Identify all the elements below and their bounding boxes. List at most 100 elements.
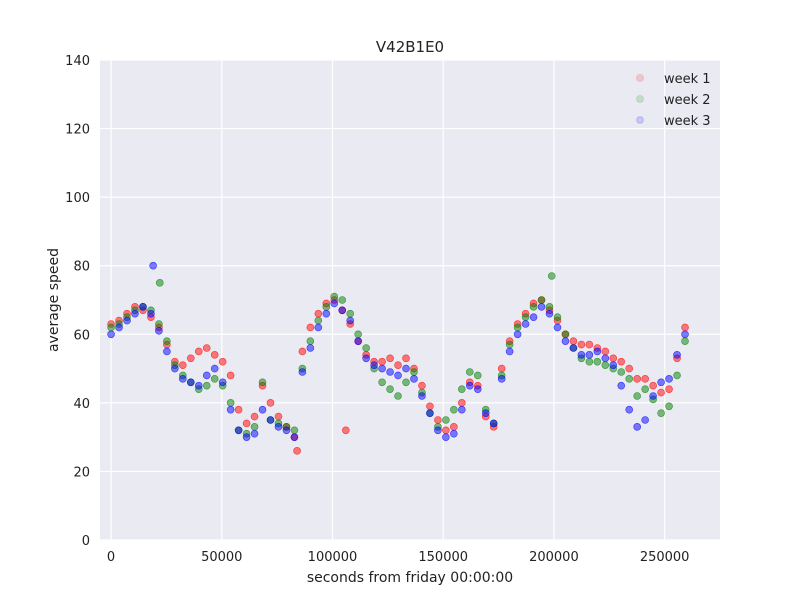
data-point <box>569 344 578 352</box>
data-point <box>569 337 578 345</box>
data-point <box>210 375 219 383</box>
data-point <box>306 323 315 332</box>
data-point <box>179 361 187 369</box>
data-point <box>266 416 275 424</box>
chart-title: V42B1E0 <box>376 38 444 56</box>
data-point <box>314 316 323 325</box>
data-point <box>673 371 681 380</box>
data-point <box>465 368 474 376</box>
data-point <box>378 378 386 387</box>
data-point <box>473 371 482 380</box>
data-point <box>346 309 355 318</box>
x-tick-label: 250000 <box>640 550 690 565</box>
data-point <box>266 399 275 407</box>
data-point <box>258 405 267 414</box>
data-point <box>641 375 649 383</box>
x-tick-label: 0 <box>107 550 115 565</box>
data-point <box>553 323 562 332</box>
data-point <box>386 368 394 376</box>
x-tick-label: 200000 <box>529 550 579 565</box>
data-point <box>179 375 187 383</box>
legend-label: week 3 <box>664 114 711 129</box>
data-point <box>394 361 402 369</box>
data-point <box>633 423 641 431</box>
data-point <box>442 416 450 424</box>
data-point <box>394 371 402 380</box>
data-point <box>665 402 673 411</box>
data-point <box>242 433 251 441</box>
y-tick-label: 60 <box>73 328 90 343</box>
data-point <box>378 357 386 366</box>
data-point <box>497 375 506 383</box>
data-point <box>202 381 211 390</box>
data-point <box>250 429 259 438</box>
data-point <box>585 357 594 366</box>
data-point <box>410 368 418 376</box>
y-tick-label: 80 <box>73 260 90 275</box>
data-point <box>681 337 689 345</box>
data-point <box>123 316 131 325</box>
data-point <box>513 323 522 332</box>
data-point <box>186 354 195 363</box>
legend-marker <box>636 74 644 82</box>
data-point <box>537 296 546 304</box>
data-point <box>354 337 362 345</box>
data-point <box>147 309 155 318</box>
data-point <box>274 423 283 431</box>
data-point <box>210 351 219 359</box>
data-point <box>593 347 602 356</box>
data-point <box>465 381 474 390</box>
data-point <box>601 361 610 369</box>
data-point <box>633 375 641 383</box>
data-point <box>641 416 649 424</box>
data-point <box>274 412 283 421</box>
data-point <box>194 381 203 390</box>
data-point <box>394 392 402 400</box>
data-point <box>282 426 291 435</box>
x-tick-label: 150000 <box>418 550 468 565</box>
data-point <box>577 351 586 359</box>
data-point <box>537 303 546 311</box>
data-point <box>258 378 267 387</box>
x-tick-label: 50000 <box>201 550 242 565</box>
data-point <box>402 364 410 373</box>
data-point <box>434 416 442 424</box>
data-point <box>473 385 482 393</box>
data-point <box>322 303 331 311</box>
data-point <box>250 412 259 421</box>
data-point <box>202 371 211 380</box>
y-tick-label: 100 <box>65 191 90 206</box>
data-point <box>322 309 331 318</box>
y-tick-label: 140 <box>65 54 90 69</box>
data-point <box>625 364 634 373</box>
data-point <box>481 409 490 417</box>
x-tick-label: 100000 <box>308 550 358 565</box>
data-point <box>625 405 634 414</box>
data-point <box>171 364 179 373</box>
data-point <box>155 279 164 287</box>
data-point <box>521 320 530 328</box>
y-tick-label: 40 <box>73 397 90 412</box>
data-point <box>378 364 386 373</box>
data-point <box>163 337 171 345</box>
data-point <box>609 354 618 363</box>
y-tick-label: 0 <box>82 534 90 549</box>
data-point <box>426 402 434 411</box>
data-point <box>673 351 681 359</box>
legend-label: week 1 <box>664 72 711 87</box>
data-point <box>410 375 418 383</box>
data-point <box>306 337 315 345</box>
data-point <box>577 340 586 349</box>
data-points <box>107 261 689 455</box>
data-point <box>250 423 259 431</box>
data-point <box>657 378 665 387</box>
data-point <box>155 320 163 328</box>
data-point <box>434 426 442 435</box>
data-point <box>633 392 641 400</box>
data-point <box>450 405 458 414</box>
data-point <box>617 381 626 390</box>
y-axis-label: average speed <box>46 248 62 352</box>
data-point <box>226 405 235 414</box>
data-point <box>505 347 514 356</box>
data-point <box>234 405 243 414</box>
